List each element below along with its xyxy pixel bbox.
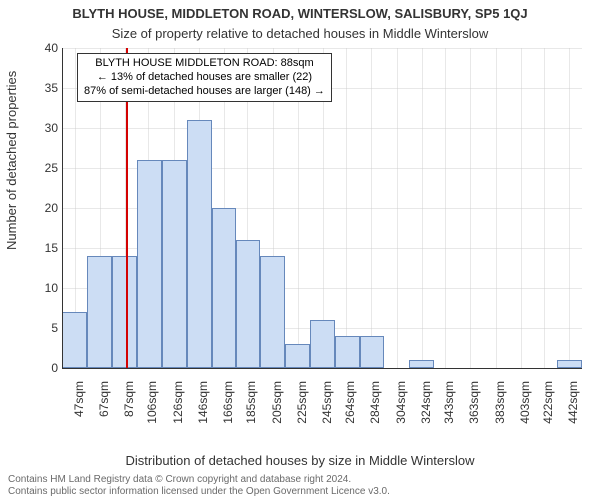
- x-tick-label: 47sqm: [72, 381, 86, 417]
- x-tick-label: 146sqm: [196, 381, 210, 424]
- x-tick-label: 422sqm: [541, 381, 555, 424]
- x-tick-label: 304sqm: [394, 381, 408, 424]
- histogram-bar: [236, 240, 260, 368]
- chart-container: BLYTH HOUSE, MIDDLETON ROAD, WINTERSLOW,…: [0, 0, 600, 500]
- x-tick-label: 67sqm: [97, 381, 111, 417]
- annotation-line-2: ← 13% of detached houses are smaller (22…: [84, 71, 325, 85]
- histogram-bar: [409, 360, 434, 368]
- plot-area: BLYTH HOUSE MIDDLETON ROAD: 88sqm ← 13% …: [62, 48, 582, 368]
- x-tick-label: 442sqm: [566, 381, 580, 424]
- histogram-bar: [137, 160, 162, 368]
- histogram-bar: [285, 344, 310, 368]
- y-tick-label: 10: [32, 281, 58, 295]
- x-tick-label: 324sqm: [419, 381, 433, 424]
- grid-line-vertical: [371, 48, 372, 368]
- annotation-box: BLYTH HOUSE MIDDLETON ROAD: 88sqm ← 13% …: [77, 53, 332, 102]
- x-tick-label: 264sqm: [343, 381, 357, 424]
- histogram-bar: [162, 160, 187, 368]
- grid-line-vertical: [544, 48, 545, 368]
- y-tick-label: 40: [32, 41, 58, 55]
- y-tick-label: 5: [32, 321, 58, 335]
- footer: Contains HM Land Registry data © Crown c…: [8, 474, 592, 498]
- grid-line-vertical: [422, 48, 423, 368]
- x-tick-label: 185sqm: [244, 381, 258, 424]
- histogram-bar: [112, 256, 137, 368]
- x-tick-label: 205sqm: [270, 381, 284, 424]
- x-tick-label: 403sqm: [518, 381, 532, 424]
- x-tick-label: 225sqm: [295, 381, 309, 424]
- title-line-1: BLYTH HOUSE, MIDDLETON ROAD, WINTERSLOW,…: [0, 6, 600, 21]
- annotation-line-1: BLYTH HOUSE MIDDLETON ROAD: 88sqm: [84, 57, 325, 71]
- footer-line-2: Contains public sector information licen…: [8, 486, 592, 498]
- y-tick-label: 25: [32, 161, 58, 175]
- histogram-bar: [260, 256, 285, 368]
- x-tick-label: 106sqm: [145, 381, 159, 424]
- histogram-bar: [557, 360, 582, 368]
- histogram-bar: [87, 256, 112, 368]
- x-tick-label: 126sqm: [171, 381, 185, 424]
- x-axis-label: Distribution of detached houses by size …: [0, 453, 600, 468]
- histogram-bar: [335, 336, 360, 368]
- y-axis-label: Number of detached properties: [4, 71, 19, 250]
- y-tick-label: 20: [32, 201, 58, 215]
- grid-line-vertical: [569, 48, 570, 368]
- x-tick-label: 363sqm: [467, 381, 481, 424]
- y-axis-line: [62, 48, 63, 368]
- grid-line-vertical: [346, 48, 347, 368]
- x-tick-label: 284sqm: [368, 381, 382, 424]
- annotation-line-3: 87% of semi-detached houses are larger (…: [84, 85, 325, 99]
- x-tick-label: 87sqm: [122, 381, 136, 417]
- y-tick-label: 30: [32, 121, 58, 135]
- histogram-bar: [62, 312, 87, 368]
- histogram-bar: [310, 320, 335, 368]
- x-tick-label: 245sqm: [320, 381, 334, 424]
- x-axis-line: [62, 368, 582, 369]
- histogram-bar: [212, 208, 236, 368]
- y-tick-label: 0: [32, 361, 58, 375]
- histogram-bar: [187, 120, 212, 368]
- grid-line-vertical: [496, 48, 497, 368]
- histogram-bar: [360, 336, 384, 368]
- footer-line-1: Contains HM Land Registry data © Crown c…: [8, 474, 592, 486]
- grid-line-vertical: [397, 48, 398, 368]
- y-tick-label: 15: [32, 241, 58, 255]
- x-tick-label: 166sqm: [221, 381, 235, 424]
- grid-line-vertical: [470, 48, 471, 368]
- grid-line-vertical: [521, 48, 522, 368]
- grid-line-vertical: [445, 48, 446, 368]
- title-line-2: Size of property relative to detached ho…: [0, 26, 600, 41]
- x-tick-label: 343sqm: [442, 381, 456, 424]
- x-tick-label: 383sqm: [493, 381, 507, 424]
- y-tick-label: 35: [32, 81, 58, 95]
